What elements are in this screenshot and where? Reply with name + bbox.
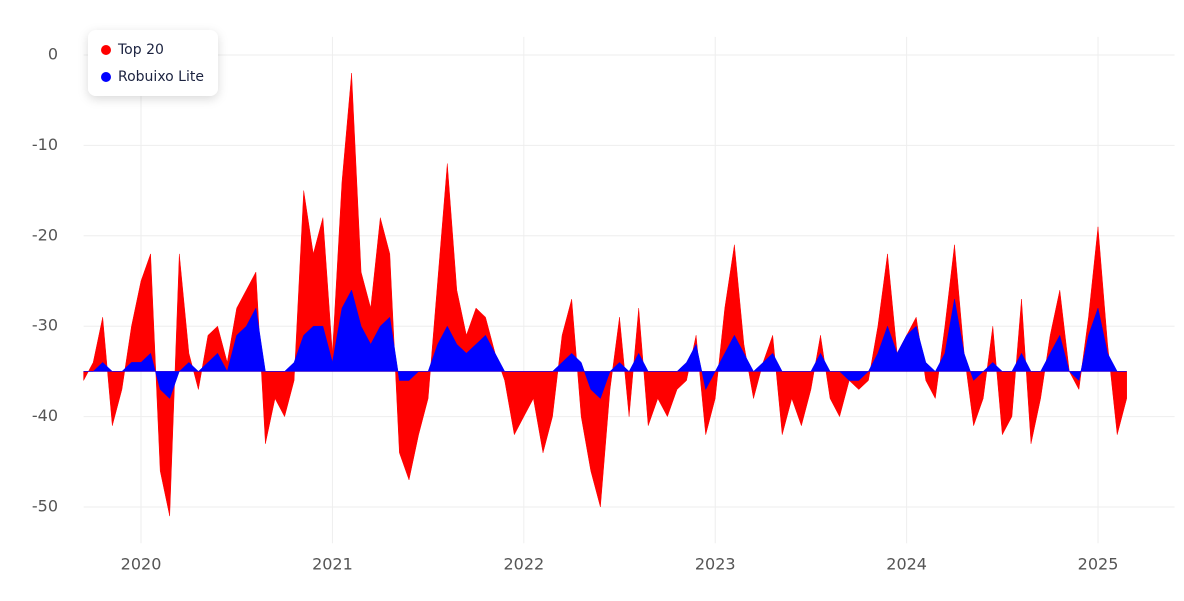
x-tick-label: 2025 [1078, 555, 1119, 574]
legend-marker [101, 45, 111, 55]
y-tick-label: 0 [48, 44, 58, 63]
legend-marker [101, 72, 111, 82]
y-tick-label: -50 [32, 497, 58, 516]
legend-box [88, 30, 218, 96]
x-tick-label: 2021 [312, 555, 353, 574]
x-tick-label: 2022 [503, 555, 544, 574]
area [83, 289, 1127, 399]
legend-label: Robuixo Lite [118, 69, 204, 85]
x-tick-label: 2020 [121, 555, 162, 574]
y-tick-label: -20 [32, 225, 58, 244]
y-tick-label: -10 [32, 135, 58, 154]
x-tick-label: 2024 [886, 555, 927, 574]
x-tick-label: 2023 [695, 555, 736, 574]
legend-label: Top 20 [117, 42, 164, 58]
y-tick-label: -30 [32, 316, 58, 335]
y-tick-label: -40 [32, 406, 58, 425]
area [83, 73, 1127, 517]
